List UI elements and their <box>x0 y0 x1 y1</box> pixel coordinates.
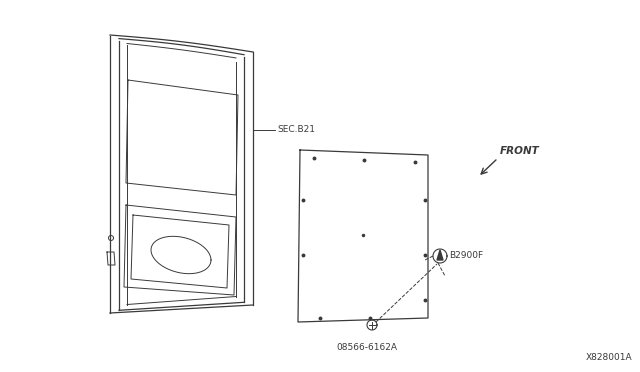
Text: FRONT: FRONT <box>500 146 540 156</box>
Text: X828001A: X828001A <box>586 353 632 362</box>
Polygon shape <box>437 250 443 260</box>
Text: B2900F: B2900F <box>449 251 483 260</box>
Text: 08566-6162A: 08566-6162A <box>337 343 397 352</box>
Text: SEC.B21: SEC.B21 <box>277 125 315 135</box>
